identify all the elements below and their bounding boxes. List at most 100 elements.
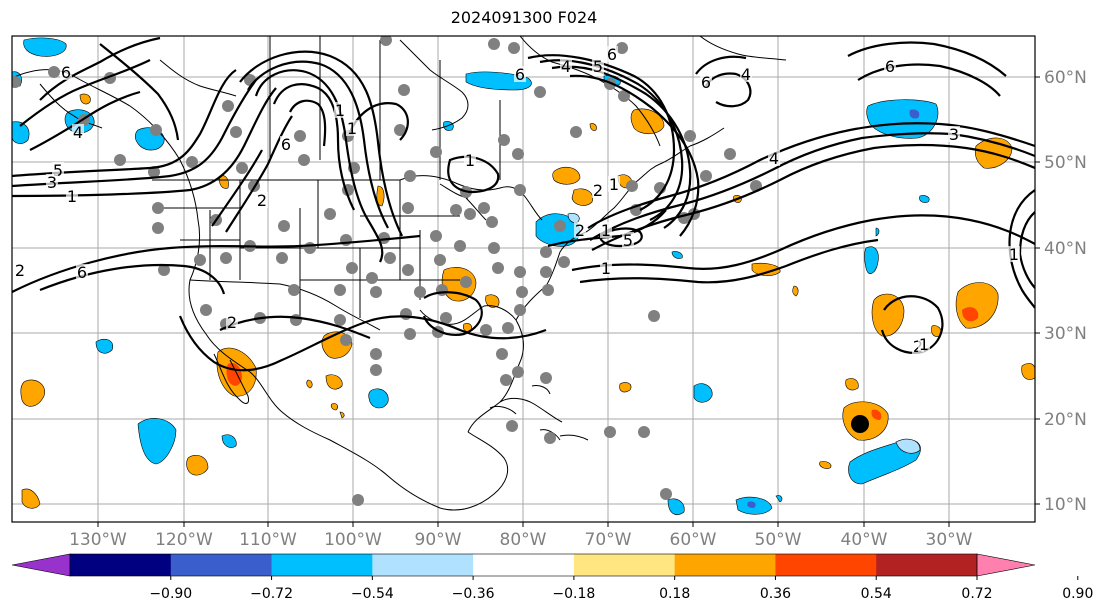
map-title: 2024091300 F024 [450, 8, 598, 27]
contour-label-bg [948, 126, 960, 142]
shade-orange [751, 262, 781, 276]
lon-label: 60°W [670, 530, 717, 550]
colorbar-tick-label: 0.36 [760, 586, 791, 602]
station-markers [12, 36, 762, 506]
shade-orange [1021, 363, 1035, 380]
shade-orange [792, 285, 799, 297]
contour-label: 2 [15, 261, 25, 280]
lon-label: 110°W [239, 530, 297, 550]
shade-red [962, 307, 979, 322]
coastlines [12, 36, 787, 511]
contour-label-bg [884, 58, 896, 74]
lat-label: 60°N [1044, 68, 1087, 88]
shade-orange [871, 293, 905, 337]
lon-label: 90°W [415, 530, 462, 550]
colorbar-tick-label: 0.54 [861, 586, 892, 602]
colorbar-swatch [372, 554, 474, 576]
lon-label: 120°W [155, 530, 213, 550]
latitude-labels: 60°N 50°N 40°N 30°N 20°N 10°N [1044, 68, 1087, 515]
contour-label: 3 [47, 173, 57, 192]
contour-label-bg [280, 136, 292, 152]
contour-label-bg [1008, 246, 1020, 262]
colorbar-swatch [674, 554, 776, 576]
contour-label-bg [76, 264, 88, 280]
lon-label: 30°W [926, 530, 973, 550]
shade-orange [589, 123, 597, 131]
contour-label-bg [256, 192, 268, 208]
colorbar-tick-label: −0.72 [250, 586, 293, 602]
shade-blue [864, 246, 879, 274]
shade-orange [819, 461, 832, 469]
contour-label: 4 [561, 57, 571, 76]
contour-label-bg [560, 58, 572, 74]
shade-orange [306, 379, 313, 389]
contour-label: 5 [53, 161, 63, 180]
contour-label-bg [768, 150, 780, 166]
contour-label-bg [514, 66, 526, 82]
storm-center-marker [851, 415, 869, 433]
colorbar-extend-high [976, 553, 1036, 577]
contour-label-bg [600, 222, 612, 238]
lat-label: 40°N [1044, 239, 1087, 259]
contour-label: 1 [347, 119, 357, 138]
colorbar [11, 553, 1036, 577]
contour-label: 1 [601, 221, 611, 240]
colorbar-tick-label: −0.54 [351, 586, 394, 602]
shade-orange [20, 379, 45, 407]
contour-label-group: 6453126126415634112612564112261 [14, 45, 1020, 356]
shade-orange [339, 411, 345, 419]
contour-label: 1 [335, 101, 345, 120]
contour-label-bg [700, 74, 712, 90]
contour-label-bg [334, 102, 346, 118]
contour-label: 2 [227, 313, 237, 332]
contour-label: 6 [701, 73, 711, 92]
lon-label: 80°W [500, 530, 547, 550]
shade-orange [845, 378, 859, 391]
shade-royal [747, 501, 756, 508]
shade-orange [325, 374, 343, 390]
contour-label: 4 [741, 65, 751, 84]
contour-label-bg [592, 58, 604, 74]
contour-label-bg [72, 124, 84, 140]
shade-blue [23, 37, 67, 57]
shade-blue [137, 418, 177, 465]
contour-label: 1 [465, 151, 475, 170]
contour-label-bg [346, 120, 358, 136]
contour-label-bg [622, 232, 634, 248]
shade-orange [219, 175, 229, 189]
colorbar-tick-label: −0.90 [149, 586, 192, 602]
longitude-labels: 130°W 120°W 110°W 100°W 90°W 80°W 70°W 6… [69, 530, 973, 550]
contour-label: 2 [575, 221, 585, 240]
lon-label: 100°W [324, 530, 382, 550]
colorbar-labels: −0.90 −0.72 −0.54 −0.36 −0.18 0.18 0.36 0.54 0.7… [149, 576, 1093, 602]
colorbar-swatch [473, 554, 575, 576]
shade-blue [368, 388, 389, 409]
contour-label-bg [608, 176, 620, 192]
shade-orange [21, 488, 41, 509]
lat-label: 30°N [1044, 324, 1087, 344]
colorbar-swatch [271, 554, 373, 576]
contour-label-bg [14, 262, 26, 278]
shade-orange [552, 166, 581, 185]
contour-label: 2 [257, 191, 267, 210]
contour-label: 2 [593, 181, 603, 200]
lat-label: 10°N [1044, 495, 1087, 515]
colorbar-swatch [170, 554, 273, 576]
shade-blue [221, 434, 237, 448]
shade-orange [330, 403, 338, 411]
shade-orange [376, 185, 385, 207]
contour-label: 6 [281, 135, 291, 154]
shade-orange [571, 188, 594, 206]
shade-blue [919, 195, 930, 203]
colorbar-swatch [775, 554, 877, 576]
shade-royal [909, 109, 920, 119]
lon-label: 50°W [755, 530, 802, 550]
shade-orange [485, 294, 500, 308]
shade-blue [875, 227, 880, 237]
contour-label-bg [66, 188, 78, 204]
contour-label: 6 [77, 263, 87, 282]
contour-label-bg [592, 182, 604, 198]
contour-label: 1 [1009, 245, 1019, 264]
contour-label-bg [226, 314, 238, 330]
contour-label: 1 [609, 175, 619, 194]
